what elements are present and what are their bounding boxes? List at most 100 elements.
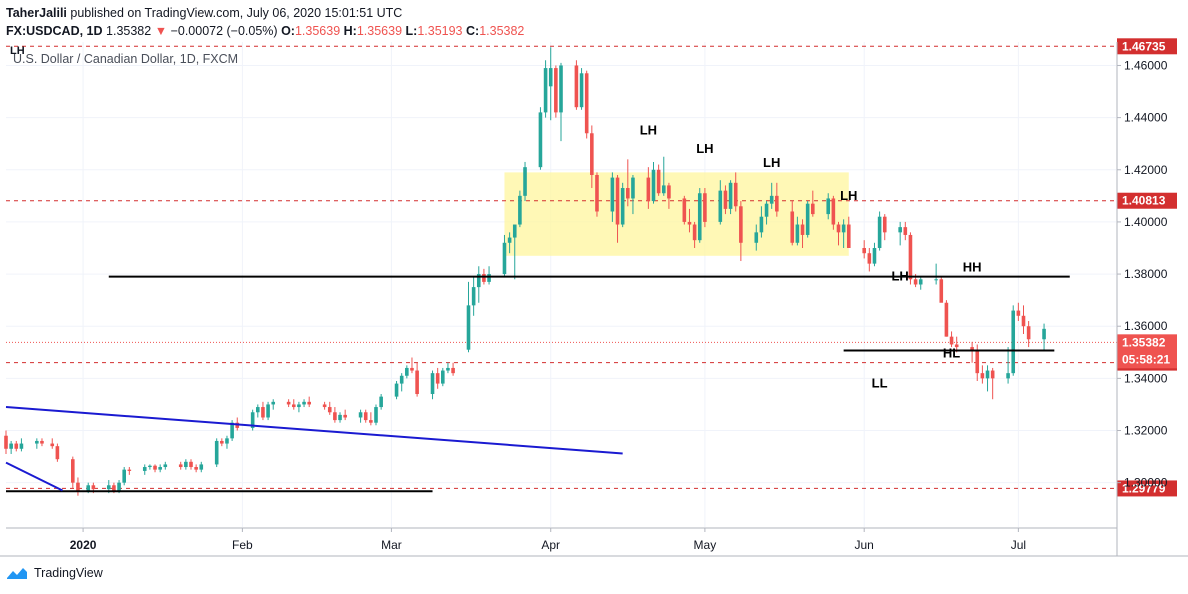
y-tick-label: 1.32000 [1124,424,1168,438]
candle-body [682,198,687,222]
candle-body [148,465,152,468]
time-axis[interactable]: 2020 Feb Mar Apr May Jun Jul [0,527,1188,557]
candles [4,47,1046,496]
candle-body [841,224,846,233]
candle-body [487,274,491,282]
price-levels: 1.467351.408131.346051.297791.3538205:58… [6,38,1177,497]
price-axis[interactable]: 1.30000 1.32000 1.34000 1.36000 1.38000 1.400… [1116,42,1168,556]
pattern-label: LH [840,188,857,203]
candle-body [112,485,116,491]
candle-body [35,440,39,444]
candle-body [898,227,902,233]
candle-body [153,465,157,470]
candle-body [338,414,342,421]
low-label: L: [405,24,418,38]
x-tick-label: Feb [232,538,253,552]
candle-body [985,370,990,379]
symbol-label: FX:USDCAD, 1D [6,24,103,38]
price-level-label: 1.46735 [1122,39,1166,53]
candle-body [50,443,55,447]
candle-body [775,195,779,212]
candle-body [831,198,836,225]
trendline [5,406,623,455]
candle-body [882,216,887,233]
x-tick-label: Jun [855,538,874,552]
candle-body [374,407,378,423]
candle-body [656,169,661,194]
chart-subtitle: U.S. Dollar / Canadian Dollar, 1D, FXCM [13,52,239,66]
candle-body [918,279,923,285]
candle-body [846,224,851,248]
publish-line: TaherJalili published on TradingView.com… [6,4,1106,22]
candle-body [615,177,620,225]
corner-tag: LH [10,45,25,57]
candle-body [394,383,399,397]
candle-body [451,367,455,374]
candle-body [703,193,707,222]
candle-body [127,469,132,471]
annotations: LH LH LH LH LH HH HL LL [640,123,982,391]
candle-body [410,367,414,371]
y-tick-label: 1.30000 [1124,476,1168,490]
candle-body [327,407,332,413]
y-tick-label: 1.42000 [1124,163,1168,177]
candle-body [122,469,126,483]
candle-body [800,224,805,235]
candle-body [343,414,347,418]
candle-body [908,234,913,280]
candle-body [543,68,548,113]
candle-body [302,401,306,405]
candle-body [507,237,512,243]
candle-body [718,190,723,222]
pattern-label: LH [891,269,908,284]
candle-body [805,203,810,235]
candle-body [199,464,204,470]
last-price: 1.35382 [106,24,152,38]
candle-body [554,68,558,113]
pattern-label: LH [763,155,780,170]
candle-body [769,195,774,204]
candle-body [71,459,75,483]
candle-body [261,407,265,418]
candle-body [990,370,995,379]
candle-body [220,440,224,444]
candle-body [502,242,507,275]
candle-body [667,185,671,199]
candle-body [435,373,440,384]
candle-body [790,211,795,243]
candle-body [379,396,383,408]
candle-body [184,461,188,468]
candle-body [728,182,733,209]
candle-body [369,420,373,423]
candle-body [399,375,404,384]
candle-body [405,367,409,376]
candle-body [297,404,301,408]
candle-body [620,188,625,225]
y-tick-label: 1.38000 [1124,267,1168,281]
open-label: O: [281,24,295,38]
low-value: 1.35193 [417,24,463,38]
candle-body [975,349,980,374]
y-tick-label: 1.36000 [1124,319,1168,333]
chart-header: TaherJalili published on TradingView.com… [6,4,1106,40]
candle-body [944,302,949,337]
candle-body [466,305,471,350]
candle-body [970,347,974,350]
current-price-badge [1117,334,1177,369]
candle-body [441,370,445,384]
candle-body [980,373,985,379]
candle-body [14,443,19,449]
price-level-badge [1117,480,1177,497]
candle-body [271,401,276,405]
candle-body [1016,310,1021,316]
candle-body [214,440,219,465]
pattern-label: HH [963,259,982,274]
price-level-badge [1117,38,1177,55]
candle-body [574,65,579,108]
x-tick-label: Jul [1011,538,1026,552]
candle-body [230,422,234,439]
candle-body [579,73,584,108]
candle-body [739,206,743,243]
candle-body [764,203,769,217]
